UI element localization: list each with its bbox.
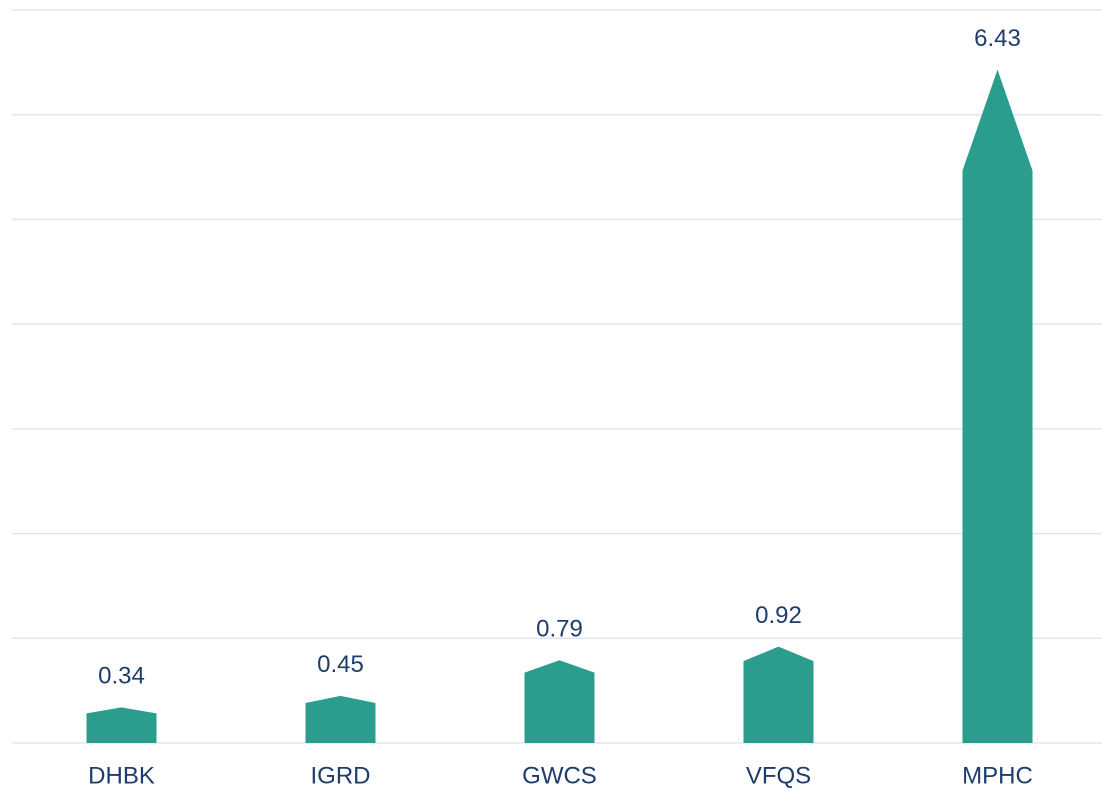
bar	[86, 707, 157, 743]
bar	[743, 646, 814, 743]
value-label: 6.43	[974, 25, 1021, 52]
bar	[524, 660, 595, 743]
bar	[962, 69, 1033, 744]
value-label: 0.92	[755, 602, 802, 629]
x-tick-label: MPHC	[962, 762, 1033, 789]
x-tick-label: IGRD	[311, 762, 371, 789]
bar	[305, 695, 376, 743]
x-tick-label: DHBK	[88, 762, 155, 789]
value-label: 0.34	[98, 663, 145, 690]
value-label: 0.79	[536, 616, 583, 643]
x-tick-label: GWCS	[522, 762, 597, 789]
value-label: 0.45	[317, 651, 364, 678]
x-tick-label: VFQS	[746, 762, 811, 789]
